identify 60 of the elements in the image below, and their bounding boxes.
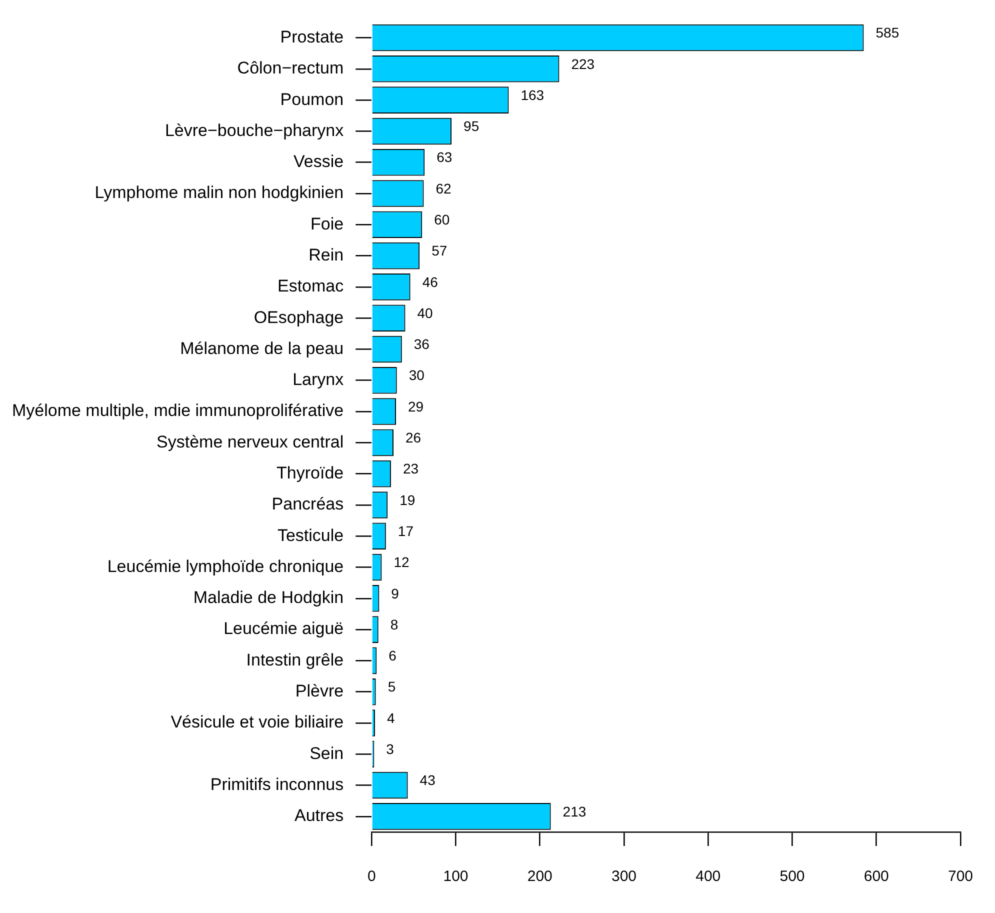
x-tick-label: 200 [527,868,552,886]
y-tick-label: Plèvre [295,682,344,701]
x-tick-label: 500 [780,868,805,886]
y-tick-label: Maladie de Hodgkin [193,588,344,608]
y-tick-label: Thyroïde [276,464,344,483]
data-label: 19 [400,492,416,508]
data-label: 60 [434,212,450,228]
data-label: 43 [420,772,436,788]
y-tick-label: Pancréas [272,494,344,514]
x-tick-label: 0 [367,868,376,886]
y-tick-label: Sein [310,744,344,763]
data-label: 163 [520,86,544,103]
y-tick-label: Primitifs inconnus [210,774,344,794]
data-label: 4 [386,710,395,726]
y-tick-label: Système nerveux central [156,432,344,452]
x-tick-label: 400 [696,868,721,886]
data-label: 36 [414,336,430,352]
data-label: 9 [391,585,400,602]
data-label: 63 [436,149,452,166]
y-tick-label: Côlon−rectum [237,58,344,78]
y-tick-label: Myélome multiple, mdie immunoproliférative [12,401,344,420]
data-label: 95 [464,118,480,134]
data-label: 5 [388,678,396,695]
y-tick-label: Testicule [277,526,344,545]
x-tick-label: 700 [948,868,973,886]
data-label: 46 [422,274,438,290]
data-label: 29 [408,398,424,414]
data-label: 62 [436,180,452,196]
y-tick-label: Vésicule et voie biliaire [170,712,344,732]
y-tick-label: Intestin grêle [246,650,344,670]
data-label: 26 [405,430,422,446]
y-tick-label: Foie [310,214,344,234]
data-label: 213 [562,803,586,820]
y-tick-label: Estomac [277,276,344,296]
data-label: 30 [408,367,425,384]
y-tick-label: Poumon [280,90,344,109]
x-tick-label: 300 [611,868,637,886]
y-tick-label: Autres [294,806,344,826]
data-label: 12 [394,554,410,570]
data-label: 3 [386,740,394,757]
data-label: 23 [402,460,419,477]
data-label: 17 [398,522,414,539]
y-tick-label: Vessie [294,152,344,172]
y-tick-label: Lymphome malin non hodgkinien [94,183,344,202]
y-tick-label: Leucémie lymphoïde chronique [107,556,344,576]
y-tick-label: Rein [308,245,344,264]
y-tick-label: Prostate [280,27,344,46]
y-tick-label: Lèvre−bouche−pharynx [164,120,344,140]
x-tick-label: 600 [864,868,889,886]
data-label: 40 [417,304,434,321]
x-tick-label: 100 [443,868,468,886]
data-label: 223 [571,56,595,72]
y-tick-label: OEsophage [254,308,344,327]
data-label: 585 [876,24,900,41]
data-label: 57 [432,242,448,259]
y-tick-label: Larynx [292,370,344,390]
y-tick-label: Leucémie aiguë [224,619,344,638]
y-tick-label: Mélanome de la peau [180,338,344,358]
data-label: 6 [388,648,397,664]
data-label: 8 [390,616,398,632]
